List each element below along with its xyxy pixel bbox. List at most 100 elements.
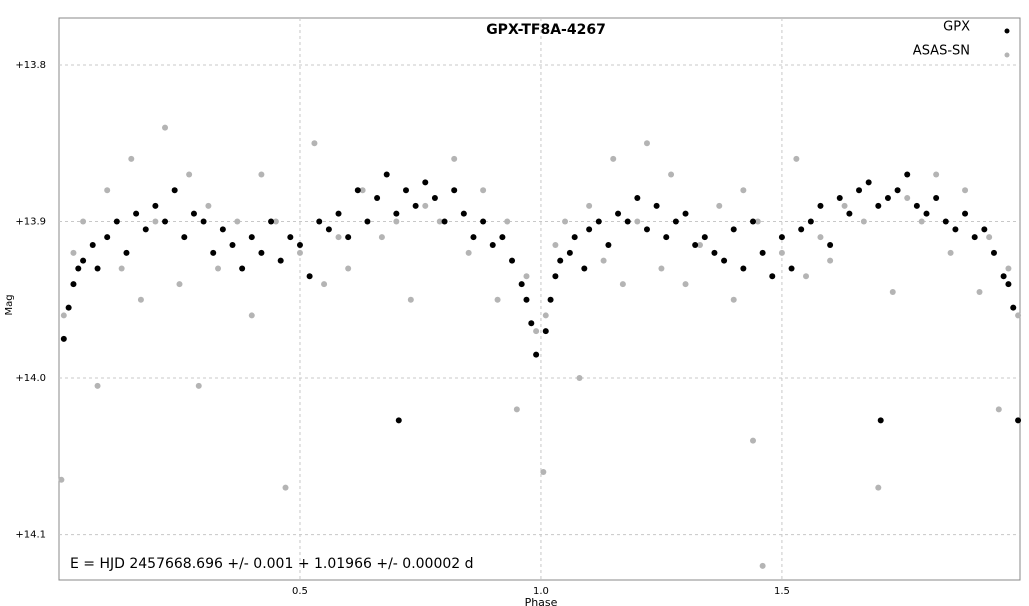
data-point xyxy=(518,281,525,288)
data-point xyxy=(557,257,564,264)
data-point xyxy=(542,328,549,335)
data-point xyxy=(523,296,530,303)
data-point xyxy=(542,312,549,319)
data-point xyxy=(431,195,438,202)
data-point xyxy=(913,202,920,209)
data-point xyxy=(552,241,559,248)
data-point xyxy=(152,202,159,209)
plot-frame xyxy=(58,17,1021,581)
data-point xyxy=(721,257,728,264)
data-point xyxy=(740,265,747,272)
annotation: E = HJD 2457668.696 +/- 0.001 + 1.01966 … xyxy=(70,556,474,572)
data-point xyxy=(884,195,891,202)
data-point xyxy=(374,195,381,202)
data-point xyxy=(195,382,202,389)
data-point xyxy=(643,226,650,233)
data-point xyxy=(952,226,959,233)
data-point xyxy=(682,210,689,217)
data-point xyxy=(509,257,516,264)
data-point xyxy=(219,226,226,233)
data-point xyxy=(962,187,969,194)
data-point xyxy=(841,202,848,209)
data-point xyxy=(422,202,429,209)
data-point xyxy=(70,281,77,288)
data-point xyxy=(581,265,588,272)
data-point xyxy=(354,187,361,194)
data-point xyxy=(460,210,467,217)
data-point xyxy=(128,155,135,162)
data-point xyxy=(533,351,540,358)
data-point xyxy=(60,312,67,319)
data-point xyxy=(586,226,593,233)
data-point xyxy=(730,296,737,303)
data-point xyxy=(798,226,805,233)
data-point xyxy=(827,241,834,248)
data-point xyxy=(162,124,169,131)
data-point xyxy=(234,218,241,225)
data-point xyxy=(393,218,400,225)
data-point xyxy=(619,281,626,288)
data-point xyxy=(296,241,303,248)
data-point xyxy=(600,257,607,264)
legend-label: ASAS-SN xyxy=(913,44,970,59)
data-point xyxy=(200,218,207,225)
legend-marker xyxy=(1004,28,1010,34)
data-point xyxy=(528,320,535,327)
data-point xyxy=(595,218,602,225)
data-point xyxy=(137,296,144,303)
data-point xyxy=(750,437,757,444)
data-point xyxy=(658,265,665,272)
data-point xyxy=(923,210,930,217)
data-point xyxy=(494,296,501,303)
data-point xyxy=(94,382,101,389)
data-point xyxy=(407,296,414,303)
data-point xyxy=(1015,312,1022,319)
data-point xyxy=(933,195,940,202)
data-point xyxy=(441,218,448,225)
data-point xyxy=(947,249,954,256)
data-point xyxy=(634,218,641,225)
x-tick-label: 1.0 xyxy=(533,586,549,597)
data-point xyxy=(586,202,593,209)
data-point xyxy=(162,218,169,225)
data-point xyxy=(962,210,969,217)
data-point xyxy=(759,249,766,256)
data-point xyxy=(817,234,824,241)
y-tick-label: +13.8 xyxy=(15,60,46,71)
data-point xyxy=(793,155,800,162)
data-point xyxy=(904,171,911,178)
data-point xyxy=(451,155,458,162)
data-point xyxy=(696,241,703,248)
y-tick-label: +13.9 xyxy=(15,217,46,228)
data-point xyxy=(311,140,318,147)
data-point xyxy=(465,249,472,256)
data-point xyxy=(533,328,540,335)
data-point xyxy=(547,296,554,303)
data-point xyxy=(316,218,323,225)
data-point xyxy=(321,281,328,288)
data-point xyxy=(701,234,708,241)
data-point xyxy=(104,234,111,241)
data-point xyxy=(1000,273,1007,280)
data-point xyxy=(383,171,390,178)
data-point xyxy=(1005,281,1012,288)
data-point xyxy=(552,273,559,280)
y-tick-label: +14.0 xyxy=(15,373,46,384)
data-point xyxy=(65,304,72,311)
data-point xyxy=(836,195,843,202)
data-point xyxy=(668,171,675,178)
data-point xyxy=(248,234,255,241)
data-point xyxy=(540,468,547,475)
data-point xyxy=(986,234,993,241)
data-point xyxy=(803,273,810,280)
data-point xyxy=(846,210,853,217)
data-point xyxy=(470,234,477,241)
data-point xyxy=(287,234,294,241)
data-point xyxy=(778,249,785,256)
x-axis-label: Phase xyxy=(525,596,558,606)
data-point xyxy=(865,179,872,186)
data-point xyxy=(566,249,573,256)
data-point xyxy=(176,281,183,288)
data-point xyxy=(393,210,400,217)
data-point xyxy=(422,179,429,186)
